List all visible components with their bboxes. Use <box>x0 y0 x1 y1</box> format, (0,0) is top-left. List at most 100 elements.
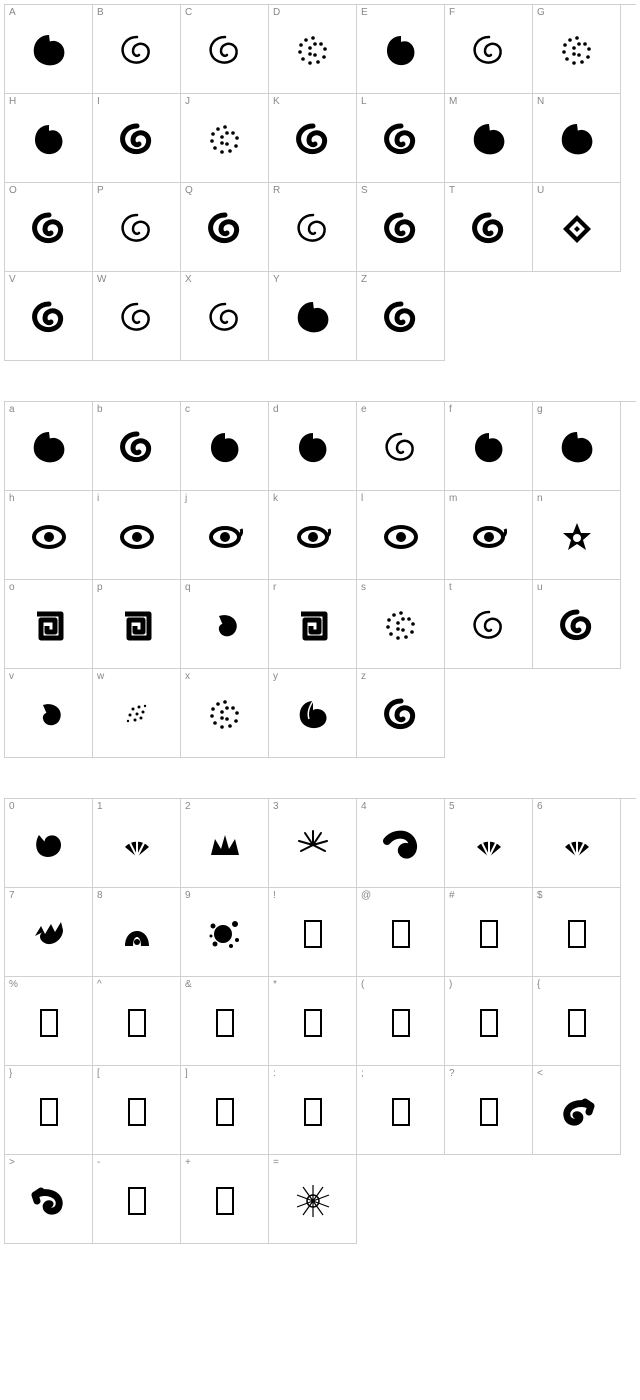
glyph-cell: Z <box>357 272 445 361</box>
glyph-label: { <box>537 979 540 990</box>
glyph-icon <box>293 428 333 468</box>
glyph-label: R <box>273 185 280 196</box>
glyph-label: X <box>185 274 192 285</box>
glyph-label: 1 <box>97 801 103 812</box>
glyph-icon <box>293 120 333 160</box>
glyph-label: e <box>361 404 367 415</box>
glyph-cell: 5 <box>445 799 533 888</box>
glyph-icon <box>293 695 333 735</box>
glyph-label: ; <box>361 1068 364 1079</box>
glyph-label: # <box>449 890 455 901</box>
glyph-cell: f <box>445 402 533 491</box>
glyph-icon <box>381 517 421 557</box>
glyph-icon <box>293 606 333 646</box>
glyph-icon <box>293 914 333 954</box>
glyph-icon <box>557 120 597 160</box>
glyph-icon <box>29 1092 69 1132</box>
glyph-cell: I <box>93 94 181 183</box>
glyph-label: U <box>537 185 544 196</box>
glyph-label: S <box>361 185 368 196</box>
glyph-cell: K <box>269 94 357 183</box>
glyph-cell: b <box>93 402 181 491</box>
glyph-icon <box>557 517 597 557</box>
glyph-icon <box>557 31 597 71</box>
glyph-grid-uppercase: ABCDEFGHIJKLMNOPQRSTUVWXYZ <box>4 4 636 361</box>
glyph-icon <box>205 825 245 865</box>
glyph-cell: R <box>269 183 357 272</box>
glyph-icon <box>293 825 333 865</box>
glyph-label: F <box>449 7 455 18</box>
glyph-label: + <box>185 1157 191 1168</box>
glyph-cell: j <box>181 491 269 580</box>
glyph-icon <box>381 695 421 735</box>
glyph-icon <box>117 695 157 735</box>
glyph-label: * <box>273 979 277 990</box>
glyph-cell: = <box>269 1155 357 1244</box>
glyph-label: u <box>537 582 543 593</box>
glyph-icon <box>381 1092 421 1132</box>
glyph-cell: $ <box>533 888 621 977</box>
glyph-cell: : <box>269 1066 357 1155</box>
glyph-label: p <box>97 582 103 593</box>
glyph-label: J <box>185 96 190 107</box>
glyph-cell: y <box>269 669 357 758</box>
glyph-label: h <box>9 493 15 504</box>
glyph-icon <box>117 298 157 338</box>
glyph-cell: v <box>5 669 93 758</box>
glyph-label: I <box>97 96 100 107</box>
glyph-cell: + <box>181 1155 269 1244</box>
glyph-label: Z <box>361 274 367 285</box>
glyph-cell: M <box>445 94 533 183</box>
glyph-icon <box>469 1092 509 1132</box>
glyph-label: o <box>9 582 15 593</box>
glyph-label: q <box>185 582 191 593</box>
glyph-cell: J <box>181 94 269 183</box>
glyph-cell: S <box>357 183 445 272</box>
glyph-label: K <box>273 96 280 107</box>
glyph-cell: r <box>269 580 357 669</box>
glyph-icon <box>381 209 421 249</box>
glyph-label: G <box>537 7 545 18</box>
glyph-cell: G <box>533 5 621 94</box>
glyph-icon <box>117 1092 157 1132</box>
glyph-icon <box>29 428 69 468</box>
glyph-label: w <box>97 671 104 682</box>
glyph-label: s <box>361 582 366 593</box>
glyph-icon <box>205 695 245 735</box>
glyph-cell: u <box>533 580 621 669</box>
glyph-icon <box>293 517 333 557</box>
glyph-cell: Y <box>269 272 357 361</box>
glyph-icon <box>557 428 597 468</box>
glyph-label: r <box>273 582 276 593</box>
glyph-label: t <box>449 582 452 593</box>
glyph-label: D <box>273 7 280 18</box>
glyph-icon <box>117 1003 157 1043</box>
glyph-icon <box>557 1092 597 1132</box>
glyph-label: A <box>9 7 16 18</box>
glyph-icon <box>117 1181 157 1221</box>
glyph-cell: # <box>445 888 533 977</box>
glyph-label: = <box>273 1157 279 1168</box>
glyph-icon <box>29 1003 69 1043</box>
glyph-cell: * <box>269 977 357 1066</box>
glyph-cell: L <box>357 94 445 183</box>
glyph-label: Y <box>273 274 280 285</box>
glyph-icon <box>117 31 157 71</box>
glyph-cell: [ <box>93 1066 181 1155</box>
glyph-label: b <box>97 404 103 415</box>
glyph-cell: 9 <box>181 888 269 977</box>
glyph-cell: T <box>445 183 533 272</box>
glyph-cell: Q <box>181 183 269 272</box>
glyph-icon <box>469 517 509 557</box>
glyph-label: ! <box>273 890 276 901</box>
glyph-icon <box>205 1003 245 1043</box>
glyph-label: 4 <box>361 801 367 812</box>
glyph-label: % <box>9 979 18 990</box>
glyph-icon <box>381 606 421 646</box>
glyph-label: $ <box>537 890 543 901</box>
glyph-cell: h <box>5 491 93 580</box>
glyph-label: 2 <box>185 801 191 812</box>
glyph-cell: H <box>5 94 93 183</box>
glyph-label: z <box>361 671 366 682</box>
glyph-icon <box>293 1181 333 1221</box>
